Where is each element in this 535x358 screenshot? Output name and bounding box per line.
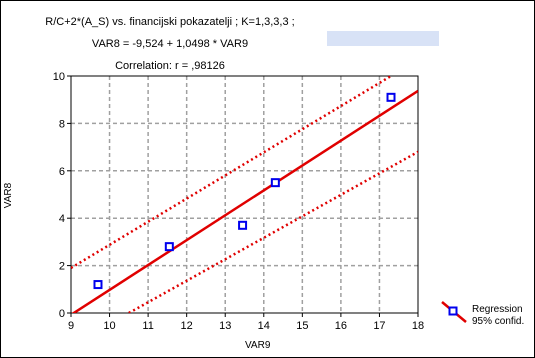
y-tick-label: 0 xyxy=(59,308,65,320)
x-tick-label: 18 xyxy=(412,320,424,332)
y-tick-label: 6 xyxy=(59,166,65,178)
y-axis-label: VAR8 xyxy=(3,182,15,209)
confidence-band-upper xyxy=(71,76,392,270)
y-tick-label: 2 xyxy=(59,261,65,273)
chart-title-line-2: VAR8 = -9,524 + 1,0498 * VAR9 xyxy=(91,38,249,50)
chart-title-line-3: Correlation: r = ,98126 xyxy=(115,60,225,72)
x-tick-label: 11 xyxy=(142,320,153,332)
x-tick-label: 12 xyxy=(181,320,193,332)
y-tick-label: 4 xyxy=(59,213,65,225)
legend-label-regression: Regression xyxy=(472,304,523,315)
x-tick-label: 14 xyxy=(258,320,270,332)
regression-line xyxy=(71,89,418,313)
chart-title-line-1: R/C+2*(A_S) vs. financijski pokazatelji … xyxy=(45,16,295,28)
data-point xyxy=(270,178,280,188)
x-tick-label: 9 xyxy=(68,320,74,332)
title-highlight-box xyxy=(327,31,439,46)
y-tick-label: 8 xyxy=(59,118,65,130)
data-point xyxy=(238,220,248,230)
x-tick-label: 17 xyxy=(373,320,385,332)
x-tick-label: 16 xyxy=(335,320,347,332)
confidence-band-lower xyxy=(128,150,418,313)
legend: Regression 95% confid. xyxy=(440,300,535,334)
x-tick-label: 15 xyxy=(296,320,308,332)
x-axis-label: VAR9 xyxy=(245,340,271,351)
x-tick-label: 13 xyxy=(219,320,231,332)
plot-area-border xyxy=(70,75,419,314)
x-tick-label: 10 xyxy=(103,320,115,332)
data-point xyxy=(164,242,174,252)
data-point xyxy=(386,92,396,102)
legend-label-confidence: 95% confid. xyxy=(472,316,525,327)
y-tick-label: 10 xyxy=(53,71,65,83)
data-point xyxy=(93,280,103,290)
legend-regression-icon xyxy=(441,301,467,323)
